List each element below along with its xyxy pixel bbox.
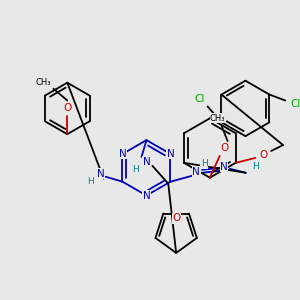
Text: N: N	[142, 157, 150, 167]
Text: Cl: Cl	[290, 100, 300, 110]
Text: N: N	[97, 169, 105, 179]
Text: H: H	[132, 165, 139, 174]
Text: N: N	[220, 162, 228, 172]
Text: H: H	[87, 177, 94, 186]
Text: H: H	[252, 162, 259, 171]
Text: CH₃: CH₃	[210, 114, 226, 123]
Text: O: O	[63, 103, 71, 113]
Text: O: O	[220, 143, 229, 153]
Text: N: N	[167, 149, 174, 159]
Text: N: N	[192, 167, 200, 177]
Text: O: O	[172, 214, 180, 224]
Text: O: O	[259, 150, 267, 160]
Text: Cl: Cl	[194, 94, 205, 103]
Text: N: N	[118, 149, 126, 159]
Text: N: N	[142, 190, 150, 200]
Text: CH₃: CH₃	[36, 78, 51, 87]
Text: H: H	[201, 159, 208, 168]
